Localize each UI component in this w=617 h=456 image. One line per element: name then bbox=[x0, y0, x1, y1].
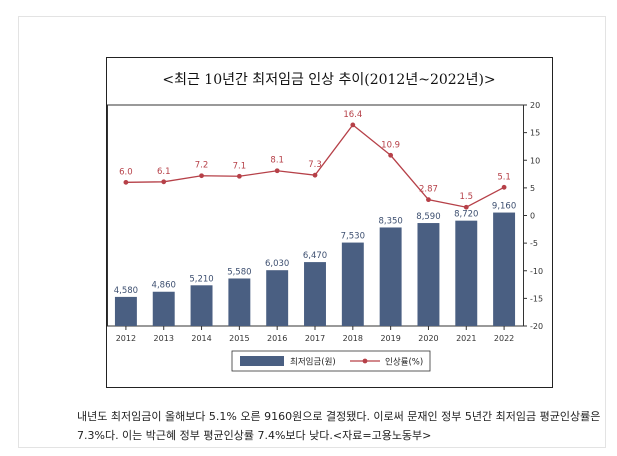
rate-value-label: 7.1 bbox=[233, 161, 247, 171]
rate-value-label: 6.1 bbox=[157, 167, 171, 177]
bar-2012 bbox=[114, 296, 137, 326]
y-right-tick-label: -15 bbox=[530, 294, 543, 303]
rate-value-label: 8.1 bbox=[270, 156, 284, 166]
bar-2016 bbox=[266, 270, 289, 326]
bar-2019 bbox=[379, 227, 402, 326]
chart-svg: <최근 10년간 최저임금 인상 추이(2012년~2022년)>3,0005,… bbox=[107, 72, 543, 372]
x-tick-label: 2017 bbox=[305, 334, 325, 343]
rate-point-2013 bbox=[161, 179, 167, 185]
bar-value-label: 8,350 bbox=[378, 216, 402, 226]
bar-2017 bbox=[304, 262, 326, 326]
bar-2020 bbox=[417, 223, 440, 326]
x-tick-label: 2016 bbox=[267, 334, 287, 343]
x-tick-label: 2013 bbox=[154, 334, 174, 343]
rate-value-label: 7.2 bbox=[195, 161, 209, 171]
bar-2013 bbox=[152, 291, 175, 326]
x-tick-label: 2018 bbox=[343, 334, 363, 343]
rate-value-label: 2.87 bbox=[419, 185, 438, 195]
bar-2015 bbox=[228, 278, 251, 326]
chart-area: <최근 10년간 최저임금 인상 추이(2012년~2022년)>3,0005,… bbox=[106, 57, 553, 388]
y-right-tick-label: 10 bbox=[530, 156, 540, 165]
bar-value-label: 9,160 bbox=[492, 202, 516, 212]
y-right-tick-label: 20 bbox=[530, 101, 540, 110]
bar-value-label: 8,720 bbox=[454, 210, 478, 220]
x-tick-label: 2019 bbox=[380, 334, 400, 343]
rate-point-2017 bbox=[312, 172, 318, 178]
y-right-tick-label: -5 bbox=[530, 239, 538, 248]
rate-value-label: 5.1 bbox=[497, 172, 511, 182]
rate-value-label: 10.9 bbox=[381, 140, 400, 150]
chart-title: <최근 10년간 최저임금 인상 추이(2012년~2022년)> bbox=[162, 72, 495, 88]
x-tick-label: 2022 bbox=[494, 334, 514, 343]
rate-point-2019 bbox=[388, 152, 394, 158]
x-tick-label: 2012 bbox=[116, 334, 136, 343]
y-right-tick-label: -10 bbox=[530, 267, 543, 276]
rate-value-label: 6.0 bbox=[119, 167, 133, 177]
bar-value-label: 4,860 bbox=[152, 281, 176, 291]
y-right-tick-label: -20 bbox=[530, 322, 543, 331]
y-right-tick-label: 5 bbox=[530, 184, 535, 193]
article-figure: <최근 10년간 최저임금 인상 추이(2012년~2022년)>3,0005,… bbox=[18, 16, 606, 448]
x-tick-label: 2015 bbox=[229, 334, 249, 343]
rate-point-2020 bbox=[426, 197, 431, 203]
x-tick-label: 2021 bbox=[456, 334, 476, 343]
bar-value-label: 8,590 bbox=[416, 212, 440, 222]
article-caption: 내년도 최저임금이 올해보다 5.1% 오른 9160원으로 결정됐다. 이로써… bbox=[77, 410, 601, 442]
y-right-tick-label: 0 bbox=[530, 212, 535, 221]
rate-point-2015 bbox=[236, 173, 242, 179]
bar-2022 bbox=[493, 212, 516, 326]
bar-2021 bbox=[455, 220, 478, 326]
bar-value-label: 5,210 bbox=[189, 274, 213, 284]
rate-point-2021 bbox=[463, 204, 469, 210]
rate-point-2016 bbox=[274, 168, 280, 174]
x-tick-label: 2014 bbox=[191, 334, 211, 343]
rate-value-label: 1.5 bbox=[460, 192, 474, 202]
legend-line-label: 인상률(%) bbox=[385, 357, 423, 368]
bar-value-label: 6,470 bbox=[303, 251, 327, 261]
rate-point-2012 bbox=[123, 179, 129, 185]
legend-bar-label: 최저임금(원) bbox=[290, 357, 336, 368]
y-right-tick-label: 15 bbox=[530, 129, 540, 138]
rate-point-2014 bbox=[199, 173, 204, 179]
legend-bar-swatch bbox=[240, 356, 284, 366]
rate-point-2018 bbox=[350, 122, 356, 128]
bar-value-label: 4,580 bbox=[114, 286, 138, 296]
x-tick-label: 2020 bbox=[418, 334, 438, 343]
bar-2014 bbox=[190, 285, 213, 326]
rate-point-2022 bbox=[501, 184, 507, 190]
bar-value-label: 5,580 bbox=[227, 267, 251, 277]
rate-value-label: 7.3 bbox=[308, 160, 322, 170]
rate-value-label: 16.4 bbox=[343, 110, 362, 120]
bar-2018 bbox=[341, 242, 364, 326]
bar-value-label: 7,530 bbox=[341, 232, 365, 242]
legend-line-marker bbox=[362, 358, 368, 364]
bar-value-label: 6,030 bbox=[265, 259, 289, 269]
